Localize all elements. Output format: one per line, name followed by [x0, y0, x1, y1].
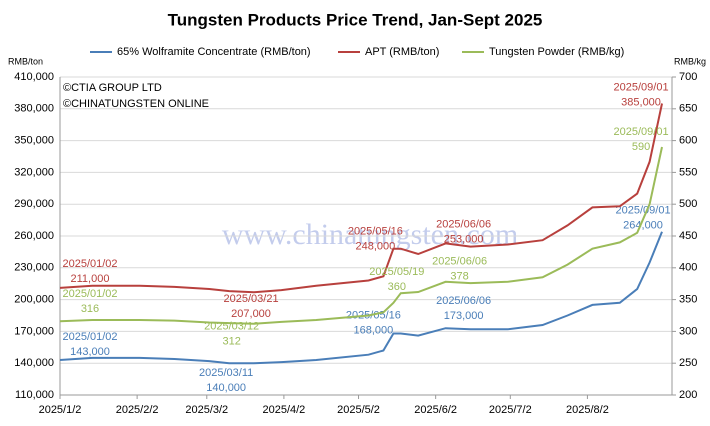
annotation-value: 168,000 [353, 324, 393, 336]
y-tick-label: 110,000 [15, 389, 54, 401]
chart-title: Tungsten Products Price Trend, Jan-Sept … [168, 10, 543, 29]
y2-tick-label: 450 [679, 230, 697, 242]
y2-tick-label: 250 [679, 357, 697, 369]
y2-tick-label: 200 [679, 389, 697, 401]
annotation-value: 248,000 [355, 241, 395, 253]
series-line [59, 146, 663, 325]
annotation-date: 2025/09/01 [614, 126, 669, 138]
y2-tick-label: 300 [679, 325, 697, 337]
y-tick-label: 200,000 [14, 294, 54, 306]
y-tick-label: 320,000 [14, 166, 54, 178]
y2-tick-label: 650 [679, 103, 697, 115]
legend-label: APT (RMB/ton) [365, 46, 439, 58]
y-tick-label: 260,000 [14, 230, 54, 242]
annotation-date: 2025/03/21 [224, 293, 279, 305]
legend-label: 65% Wolframite Concentrate (RMB/ton) [117, 46, 311, 58]
annotation-value: 378 [450, 271, 468, 283]
annotation-date: 2025/03/11 [199, 367, 253, 379]
annotation-value: 173,000 [444, 310, 484, 322]
annotation-date: 2025/05/19 [369, 266, 424, 278]
x-tick-label: 2025/1/2 [39, 404, 82, 416]
annotation-value: 590 [632, 141, 650, 153]
annotation-date: 2025/01/02 [62, 288, 117, 300]
y2-tick-label: 600 [679, 135, 697, 147]
annotation-date: 2025/09/01 [616, 205, 671, 217]
annotation-value: 211,000 [71, 273, 110, 285]
annotation-value: 207,000 [231, 308, 271, 320]
y2-tick-label: 700 [679, 71, 697, 83]
legend-label: Tungsten Powder (RMB/kg) [489, 46, 624, 58]
x-tick-label: 2025/6/2 [414, 404, 457, 416]
y-tick-label: 170,000 [14, 325, 54, 337]
annotation-value: 253,000 [444, 233, 484, 245]
y2-tick-label: 400 [679, 262, 697, 274]
annotation-date: 2025/06/06 [436, 218, 491, 230]
annotation-value: 143,000 [70, 346, 110, 358]
annotation-date: 2025/01/02 [62, 331, 117, 343]
annotation-value: 360 [388, 281, 406, 293]
annotation-value: 385,000 [621, 96, 661, 108]
x-tick-label: 2025/2/2 [116, 404, 159, 416]
y-tick-label: 230,000 [14, 262, 54, 274]
x-tick-label: 2025/7/2 [489, 404, 532, 416]
annotation-date: 2025/06/06 [436, 295, 491, 307]
y-axis-label: RMB/ton [8, 56, 43, 66]
annotation-date: 2025/01/02 [62, 258, 117, 270]
x-tick-label: 2025/3/2 [185, 404, 228, 416]
y-tick-label: 140,000 [14, 357, 54, 369]
series-line [59, 231, 663, 365]
copyright: ©CHINATUNGSTEN ONLINE [63, 98, 209, 110]
annotation-date: 2025/06/06 [432, 256, 487, 268]
y2-tick-label: 550 [679, 166, 697, 178]
y2-tick-label: 500 [679, 198, 697, 210]
annotation-value: 312 [222, 336, 240, 348]
annotation-value: 140,000 [206, 382, 246, 394]
y-tick-label: 380,000 [14, 103, 54, 115]
y-tick-label: 350,000 [14, 135, 54, 147]
y2-axis-label: RMB/kg [674, 56, 706, 66]
annotation-date: 2025/09/01 [614, 81, 669, 93]
y2-tick-label: 350 [679, 294, 697, 306]
x-tick-label: 2025/4/2 [262, 404, 305, 416]
annotation-date: 2025/03/12 [204, 321, 259, 333]
annotation-value: 316 [81, 303, 99, 315]
series-line [59, 103, 663, 294]
x-tick-label: 2025/8/2 [566, 404, 609, 416]
y-tick-label: 410,000 [14, 71, 54, 83]
copyright: ©CTIA GROUP LTD [63, 82, 162, 94]
annotation-value: 264,000 [623, 220, 663, 232]
annotation-date: 2025/05/16 [348, 226, 403, 238]
x-tick-label: 2025/5/2 [337, 404, 380, 416]
y-tick-label: 290,000 [14, 198, 54, 210]
